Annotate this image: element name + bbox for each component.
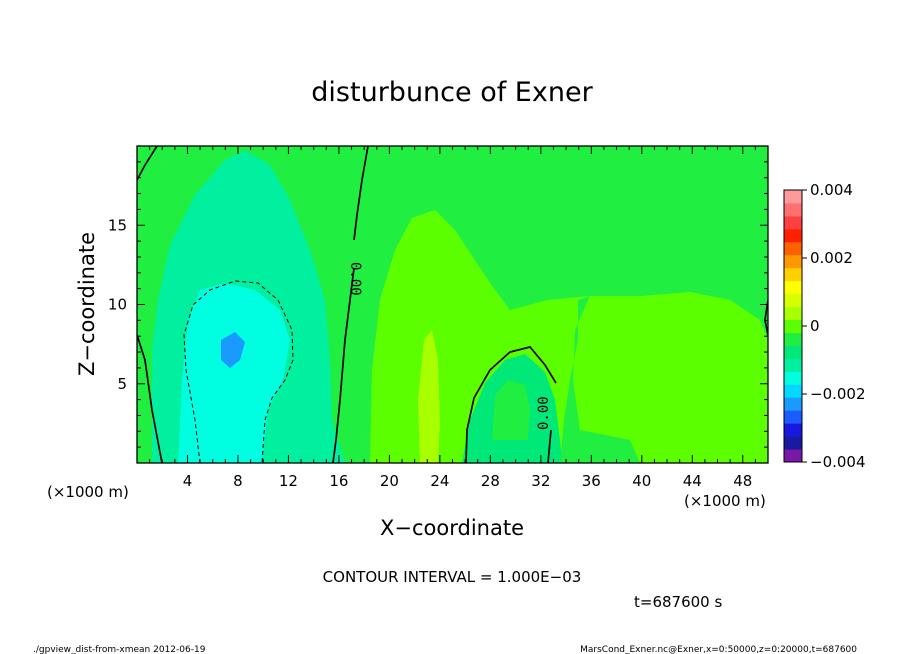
footer-left: ./gpview_dist-from-xmean 2012-06-19: [33, 645, 206, 654]
y-tick-label: 15: [108, 216, 127, 234]
field-bubble-inner: [492, 380, 530, 440]
x-tick-label: 4: [183, 472, 193, 490]
y-tick-label: 10: [108, 296, 127, 314]
colorbar-swatch: [784, 384, 802, 398]
chart-title: disturbunce of Exner: [311, 77, 593, 108]
x-tick-label: 8: [233, 472, 243, 490]
x-tick-label: 44: [683, 472, 702, 490]
colorbar-swatch: [784, 215, 802, 230]
colorbar-swatch: [784, 202, 802, 217]
contour-label-2: 0.00: [536, 396, 552, 430]
x-tick-label: 32: [531, 472, 550, 490]
colorbar-swatch: [784, 358, 802, 372]
colorbar-swatch: [784, 371, 802, 385]
field-minimum: [221, 332, 245, 368]
colorbar-tick-label: 0.002: [810, 249, 853, 267]
x-unit-label-left: (×1000 m): [47, 483, 129, 501]
colorbar-swatch: [784, 436, 802, 450]
colorbar-swatch: [784, 228, 802, 243]
colorbar-tick-label: 0.004: [810, 181, 853, 199]
neg-contour-dashed: [183, 280, 294, 463]
colorbar-swatch: [784, 306, 802, 321]
colorbar-swatch: [784, 280, 802, 295]
x-tick-label: 40: [632, 472, 651, 490]
footer-right: MarsCond_Exner.nc@Exner,x=0:50000,z=0:20…: [580, 645, 857, 654]
y-axis: 5 10 15: [108, 161, 768, 448]
colorbar-swatch: [784, 332, 802, 346]
x-axis: 4 8 12 16 20 24 28 32 36 40 44 48: [149, 146, 756, 490]
colorbar-swatch: [784, 293, 802, 308]
x-tick-label: 24: [430, 472, 449, 490]
x-tick-label: 36: [582, 472, 601, 490]
colorbar-swatch: [784, 449, 802, 463]
field-cold-core: [178, 283, 290, 463]
x-tick-label: 20: [380, 472, 399, 490]
contour-interval: CONTOUR INTERVAL = 1.000E−03: [323, 568, 582, 586]
colorbar-swatch: [784, 190, 802, 204]
colorbar-swatch: [784, 241, 802, 256]
x-tick-label: 12: [279, 472, 298, 490]
colorbar-tick-label: 0: [810, 317, 820, 335]
colorbar-tick-label: −0.004: [810, 453, 866, 471]
field-streak: [418, 330, 440, 463]
colorbar: [784, 190, 802, 463]
colorbar-swatch: [784, 410, 802, 424]
x-axis-title: X−coordinate: [380, 516, 524, 540]
x-tick-label: 48: [733, 472, 752, 490]
field-right-lobe-b: [560, 296, 640, 463]
zero-contour-left: [137, 334, 163, 463]
colorbar-swatch: [784, 267, 802, 282]
x-tick-label: 28: [481, 472, 500, 490]
colorbar-ticks: 0.004 0.002 0 −0.002 −0.004: [802, 181, 866, 471]
colorbar-swatch: [784, 345, 802, 359]
field-right-lobe-a: [370, 210, 768, 463]
colorbar-tick-label: −0.002: [810, 385, 866, 403]
filled-contours: [137, 146, 768, 463]
contour-label-1: 0.00: [347, 262, 363, 296]
zero-contour-mid: [332, 146, 369, 463]
colorbar-swatch: [784, 397, 802, 411]
y-axis-title: Z−coordinate: [75, 232, 99, 376]
time-label: t=687600 s: [634, 593, 722, 611]
y-tick-label: 5: [117, 375, 127, 393]
colorbar-swatch: [784, 319, 802, 333]
zero-contour-bubble: [465, 346, 557, 463]
zero-contour-topleft: [137, 146, 158, 181]
colorbar-swatch: [784, 254, 802, 269]
x-tick-label: 16: [329, 472, 348, 490]
x-unit-label-right: (×1000 m): [684, 492, 766, 510]
colorbar-swatch: [784, 423, 802, 437]
